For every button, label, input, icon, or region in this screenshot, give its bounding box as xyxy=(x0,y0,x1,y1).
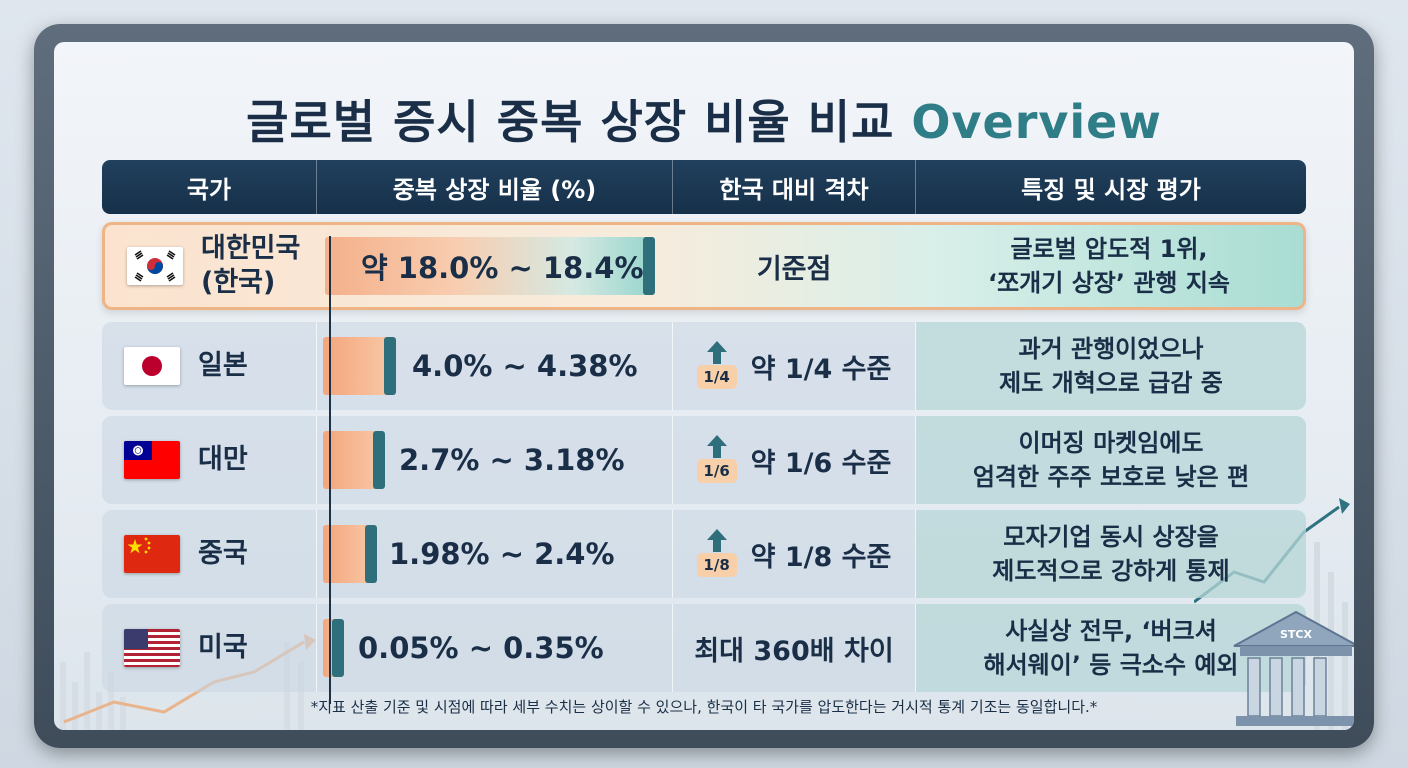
description-line: 제도 개혁으로 급감 중 xyxy=(999,369,1223,397)
country-cell: 미국 xyxy=(102,604,317,692)
country-subname: (한국) xyxy=(201,267,276,298)
table-row-usa: 미국 0.05% ~ 0.35% 최대 360배 차이 사실상 전무, ‘버크셔… xyxy=(102,604,1306,692)
ratio-cell: 0.05% ~ 0.35% xyxy=(317,604,673,692)
screen: 글로벌 증시 중복 상장 비율 비교 Overview 국가 중복 상장 비율 … xyxy=(54,42,1354,730)
bar-axis-line xyxy=(329,236,331,704)
ratio-bar xyxy=(323,431,385,489)
gap-cell: 기준점 xyxy=(673,225,915,307)
up-arrow-icon xyxy=(706,435,727,458)
ratio-bar xyxy=(323,337,396,395)
country-cell: 중국 xyxy=(102,510,317,598)
description-cell: 글로벌 압도적 1위, ‘쪼개기 상장’ 관행 지속 xyxy=(915,225,1303,307)
usa-flag-icon xyxy=(124,629,180,667)
table-row-korea: 대한민국 (한국) 약 18.0% ~ 18.4% 기준점 글로벌 압도적 1위… xyxy=(102,222,1306,310)
country-name: 일본 xyxy=(198,350,248,381)
bar-cap xyxy=(384,337,396,395)
description-cell: 모자기업 동시 상장을 제도적으로 강하게 통제 xyxy=(916,510,1306,598)
china-flag-icon xyxy=(124,535,180,573)
table-row-taiwan: 대만 2.7% ~ 3.18% 1/6 약 1/6 수준 xyxy=(102,416,1306,504)
description-line: 사실상 전무, ‘버크셔 xyxy=(1005,617,1217,645)
title-accent: Overview xyxy=(911,95,1162,149)
description-line: 글로벌 압도적 1위, xyxy=(1010,235,1208,263)
ratio-range-label: 1.98% ~ 2.4% xyxy=(389,537,615,571)
gap-cell: 1/8 약 1/8 수준 xyxy=(673,510,916,598)
ratio-cell: 약 18.0% ~ 18.4% xyxy=(319,225,673,307)
ratio-bar xyxy=(323,619,344,677)
bar-cap xyxy=(643,237,656,295)
description-cell: 이머징 마켓임에도 엄격한 주주 보호로 낮은 편 xyxy=(916,416,1306,504)
description-line: 제도적으로 강하게 통제 xyxy=(992,557,1230,585)
gap-text: 기준점 xyxy=(756,253,832,285)
country-name: 중국 xyxy=(198,538,248,569)
stock-exchange-building-icon: STCX xyxy=(1233,610,1354,726)
gap-badge: 1/8 xyxy=(696,527,737,581)
monitor-frame: 글로벌 증시 중복 상장 비율 비교 Overview 국가 중복 상장 비율 … xyxy=(34,24,1374,748)
gap-fraction: 1/8 xyxy=(696,553,737,577)
gap-cell: 최대 360배 차이 xyxy=(673,604,916,692)
gap-text: 최대 360배 차이 xyxy=(694,635,894,667)
ratio-cell: 1.98% ~ 2.4% xyxy=(317,510,673,598)
table-row-china: 중국 1.98% ~ 2.4% 1/8 약 1/8 수준 xyxy=(102,510,1306,598)
description-line: 과거 관행이었으나 xyxy=(1018,335,1204,363)
gap-fraction: 1/4 xyxy=(696,365,737,389)
bar-cap xyxy=(332,619,344,677)
building-label: STCX xyxy=(1280,628,1312,641)
country-cell: 일본 xyxy=(102,322,317,410)
gap-cell: 1/4 약 1/4 수준 xyxy=(673,322,916,410)
gap-badge: 1/6 xyxy=(696,433,737,487)
header-description: 특징 및 시장 평가 xyxy=(1021,175,1201,204)
gap-text: 약 1/8 수준 xyxy=(750,541,892,573)
ratio-bar xyxy=(325,237,656,295)
table-row-japan: 일본 4.0% ~ 4.38% 1/4 약 1/4 수준 xyxy=(102,322,1306,410)
ratio-cell: 4.0% ~ 4.38% xyxy=(317,322,673,410)
ratio-range-label: 4.0% ~ 4.38% xyxy=(412,349,638,383)
ratio-range-label: 0.05% ~ 0.35% xyxy=(358,631,604,665)
korea-flag-icon xyxy=(127,247,183,285)
description-line: 엄격한 주주 보호로 낮은 편 xyxy=(972,463,1250,491)
page-title: 글로벌 증시 중복 상장 비율 비교 Overview xyxy=(54,86,1354,152)
header-country: 국가 xyxy=(102,160,317,214)
country-cell: 대만 xyxy=(102,416,317,504)
header-ratio: 중복 상장 비율 (%) xyxy=(317,160,673,214)
gap-cell: 1/6 약 1/6 수준 xyxy=(673,416,916,504)
taiwan-flag-icon xyxy=(124,441,180,479)
ratio-cell: 2.7% ~ 3.18% xyxy=(317,416,673,504)
header-gap: 한국 대비 격차 xyxy=(673,160,916,214)
description-cell: 과거 관행이었으나 제도 개혁으로 급감 중 xyxy=(916,322,1306,410)
bar-cap xyxy=(365,525,377,583)
country-name: 대한민국 xyxy=(201,233,301,264)
table-header: 국가 중복 상장 비율 (%) 한국 대비 격차 특징 및 시장 평가 xyxy=(102,160,1306,214)
gap-text: 약 1/6 수준 xyxy=(750,447,892,479)
description-line: ‘쪼개기 상장’ 관행 지속 xyxy=(987,269,1231,297)
description-line: 모자기업 동시 상장을 xyxy=(1003,523,1219,551)
up-arrow-icon xyxy=(706,341,727,364)
description-line: 이머징 마켓임에도 xyxy=(1018,429,1204,457)
ratio-bar xyxy=(323,525,377,583)
footnote: *지표 산출 기준 및 시점에 따라 세부 수치는 상이할 수 있으나, 한국이… xyxy=(310,698,1098,716)
gap-text: 약 1/4 수준 xyxy=(750,353,892,385)
bar-cap xyxy=(373,431,385,489)
up-arrow-icon xyxy=(706,529,727,552)
country-cell: 대한민국 (한국) xyxy=(105,225,319,307)
ratio-range-label: 약 18.0% ~ 18.4% xyxy=(361,251,644,285)
country-name: 대만 xyxy=(198,444,248,475)
description-line: 해서웨이’ 등 극소수 예외 xyxy=(983,651,1239,679)
title-main: 글로벌 증시 중복 상장 비율 비교 xyxy=(246,95,895,149)
gap-fraction: 1/6 xyxy=(696,459,737,483)
gap-badge: 1/4 xyxy=(696,339,737,393)
japan-flag-icon xyxy=(124,347,180,385)
country-name: 미국 xyxy=(198,632,248,663)
ratio-range-label: 2.7% ~ 3.18% xyxy=(399,443,625,477)
